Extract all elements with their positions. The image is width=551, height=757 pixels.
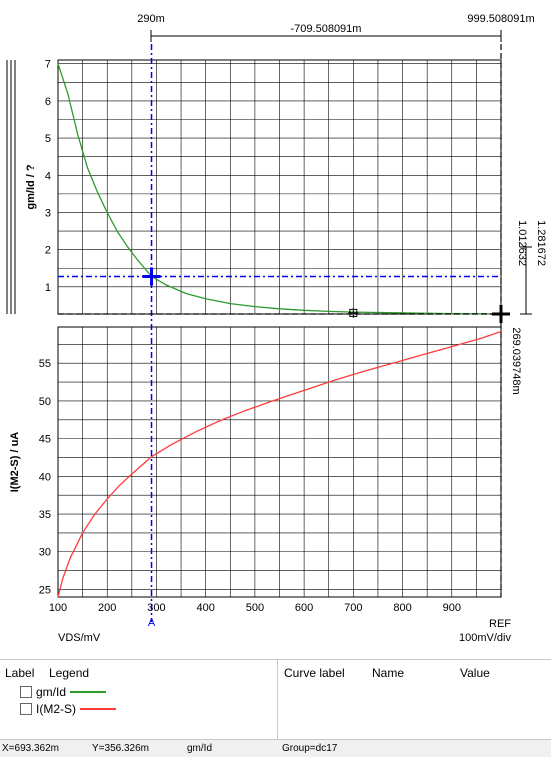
y-tick-label: 1 [45, 282, 51, 294]
curve-point-marker-icon[interactable] [348, 307, 359, 318]
y-tick-label: 40 [39, 471, 51, 483]
ref-label: REF [489, 618, 511, 630]
label-column-header: Label [5, 666, 35, 680]
y-tick-label: 7 [45, 59, 51, 71]
curve-label-column-header: Curve label [284, 666, 345, 680]
x-axis-label: VDS/mV [58, 632, 101, 644]
top-right-value: 999.508091m [467, 13, 534, 25]
curve-info-table: Curve label Name Value [278, 660, 551, 740]
x-tick-label: 400 [196, 602, 214, 614]
x-tick-label: 700 [344, 602, 362, 614]
y-tick-label: 45 [39, 434, 51, 446]
x-tick-label: 500 [246, 602, 264, 614]
right-value-b: 1.012632 [516, 220, 528, 266]
y-tick-label: 5 [45, 133, 51, 145]
y-tick-label: 6 [45, 96, 51, 108]
top-delta-value: -709.508091m [291, 23, 362, 35]
right-value-ref: 269.039748m [510, 327, 522, 394]
marker-a-crosshair-icon[interactable] [142, 267, 161, 286]
bottom-y-axis-label: I(M2-S) / uA [9, 432, 21, 493]
bottom-grid [58, 327, 501, 597]
legend-panel: Label Legend gm/Id I(M2-S) Curve label N… [0, 659, 551, 740]
legend-item-i-m2-s[interactable]: I(M2-S) [20, 701, 116, 717]
y-tick-label: 30 [39, 547, 51, 559]
status-y: Y=356.326m [92, 743, 149, 754]
x-tick-label: 100 [49, 602, 67, 614]
bottom-y-ticks: 25 30 35 40 45 50 55 [39, 358, 51, 596]
status-group: Group=dc17 [282, 743, 338, 754]
x-ticks: 100 200 300 400 500 600 700 800 900 [49, 602, 461, 614]
series-line-i-m2-s[interactable] [57, 330, 502, 598]
top-grid [58, 60, 501, 314]
name-column-header: Name [372, 666, 405, 680]
x-tick-label: 300 [147, 602, 165, 614]
legend-swatch-gm-id [70, 691, 107, 693]
legend-table: Label Legend gm/Id I(M2-S) [0, 660, 278, 740]
y-tick-label: 55 [39, 358, 51, 370]
x-div-label: 100mV/div [459, 632, 511, 644]
top-y-ticks: 1 2 3 4 5 6 7 [45, 59, 51, 294]
series-line-gm-id[interactable] [57, 63, 502, 315]
x-tick-label: 900 [443, 602, 461, 614]
legend-swatch-i-m2-s [80, 708, 116, 710]
status-bar: X=693.362m Y=356.326m gm/Id Group=dc17 [0, 739, 551, 757]
status-x: X=693.362m [2, 743, 59, 754]
marker-a-label[interactable]: A [148, 617, 156, 629]
top-left-value: 290m [137, 13, 165, 25]
status-signal: gm/Id [187, 743, 213, 754]
legend-column-header: Legend [49, 666, 90, 680]
legend-item-gm-id[interactable]: gm/Id [20, 684, 107, 700]
ref-crosshair-icon[interactable] [492, 305, 510, 323]
y-tick-label: 2 [45, 245, 51, 257]
y-tick-label: 25 [39, 584, 51, 596]
legend-label-gm-id: gm/Id [36, 685, 67, 699]
legend-checkbox-i-m2-s[interactable] [20, 703, 32, 715]
y-tick-label: 4 [45, 170, 51, 182]
top-y-axis-label: gm/Id / ? [25, 164, 37, 210]
y-tick-label: 35 [39, 509, 51, 521]
x-tick-label: 800 [393, 602, 411, 614]
x-tick-label: 600 [295, 602, 313, 614]
right-value-a: 1.281672 [535, 220, 547, 266]
y-tick-label: 50 [39, 396, 51, 408]
legend-checkbox-gm-id[interactable] [20, 686, 32, 698]
x-tick-label: 200 [98, 602, 116, 614]
y-tick-label: 3 [45, 207, 51, 219]
legend-label-i-m2-s: I(M2-S) [36, 702, 76, 716]
value-column-header: Value [460, 666, 490, 680]
